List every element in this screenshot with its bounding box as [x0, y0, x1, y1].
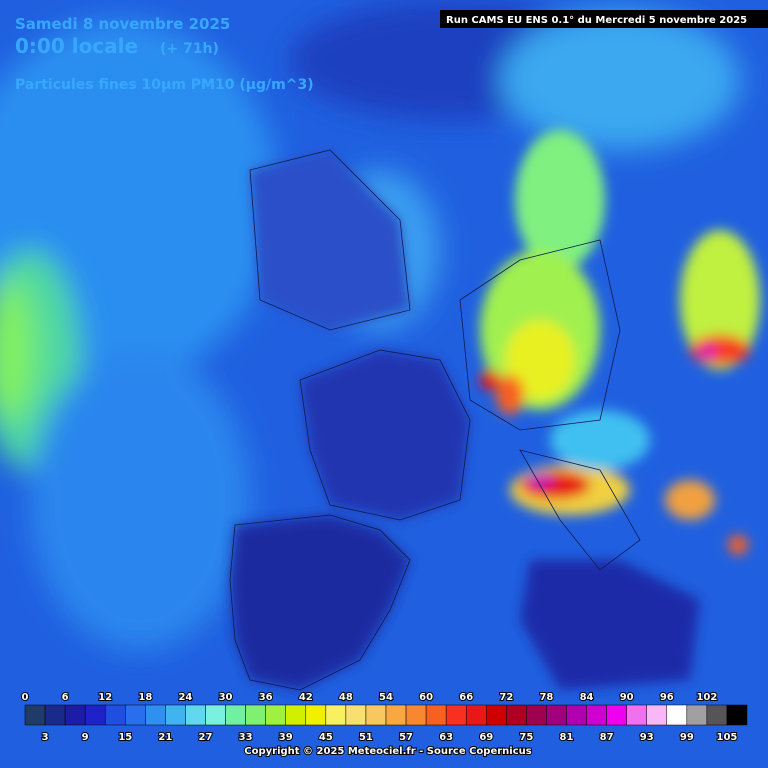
- legend-swatch: [285, 704, 307, 726]
- legend-label: 36: [259, 692, 273, 703]
- legend-label: 96: [660, 692, 674, 703]
- legend-label: 27: [199, 732, 213, 743]
- legend-label: 6: [62, 692, 69, 703]
- legend-swatch: [325, 704, 347, 726]
- borders: [229, 149, 641, 691]
- legend-swatch: [526, 704, 547, 726]
- legend-label: 105: [717, 732, 738, 743]
- legend-swatch: [686, 704, 708, 726]
- legend-label: 72: [499, 692, 513, 703]
- legend-swatch: [145, 704, 166, 726]
- legend-swatch: [606, 704, 627, 726]
- legend-label: 51: [359, 732, 373, 743]
- legend-label: 81: [560, 732, 574, 743]
- legend-swatch: [265, 704, 286, 726]
- legend-swatch: [205, 704, 226, 726]
- copyright: Copyright © 2025 Meteociel.fr - Source C…: [244, 746, 531, 757]
- legend-swatch: [726, 704, 748, 726]
- legend-label: 30: [219, 692, 233, 703]
- legend-swatch: [245, 704, 266, 726]
- legend-swatch: [365, 704, 387, 726]
- legend-swatch: [84, 704, 106, 726]
- legend-swatch: [64, 704, 86, 726]
- legend-label: 69: [479, 732, 493, 743]
- legend-swatch: [566, 704, 587, 726]
- legend-label: 78: [539, 692, 553, 703]
- legend-swatch: [24, 704, 46, 726]
- pollution-plumes: [480, 130, 760, 555]
- color-legend: 0369121518212427303336394245485154576063…: [21, 691, 748, 744]
- legend-label: 18: [138, 692, 152, 703]
- legend-label: 60: [419, 692, 433, 703]
- legend-swatch: [626, 704, 647, 726]
- time: 0:00 locale: [15, 34, 138, 58]
- date: Samedi 8 novembre 2025: [15, 15, 230, 33]
- legend-label: 93: [640, 732, 654, 743]
- legend-swatch: [305, 704, 327, 726]
- legend-label: 12: [98, 692, 112, 703]
- legend-swatch: [586, 704, 607, 726]
- legend-swatch: [465, 704, 487, 726]
- legend-label: 90: [620, 692, 634, 703]
- legend-swatch: [165, 704, 186, 726]
- parameter: Particules fines 10µm PM10 (µg/m^3): [15, 77, 314, 93]
- legend-label: 42: [299, 692, 313, 703]
- legend-label: 99: [680, 732, 694, 743]
- legend-label: 33: [239, 732, 253, 743]
- legend-label: 84: [580, 692, 594, 703]
- legend-swatch: [125, 704, 146, 726]
- legend-label: 54: [379, 692, 393, 703]
- legend-swatch: [225, 704, 246, 726]
- legend-label: 57: [399, 732, 413, 743]
- legend-label: 48: [339, 692, 353, 703]
- forecast-offset: (+ 71h): [160, 41, 219, 57]
- legend-label: 102: [696, 692, 717, 703]
- run-banner: [440, 10, 768, 28]
- legend-swatch: [706, 704, 728, 726]
- legend-label: 45: [319, 732, 333, 743]
- legend-swatch: [546, 704, 567, 726]
- land-areas: [230, 150, 700, 690]
- legend-swatch: [445, 704, 467, 726]
- legend-swatch: [646, 704, 668, 726]
- legend-swatch: [345, 704, 367, 726]
- legend-label: 63: [439, 732, 453, 743]
- legend-label: 15: [118, 732, 132, 743]
- legend-swatch: [185, 704, 206, 726]
- legend-label: 9: [82, 732, 89, 743]
- legend-swatch: [425, 704, 447, 726]
- legend-swatch: [506, 704, 527, 726]
- legend-label: 39: [279, 732, 293, 743]
- legend-swatch: [385, 704, 407, 726]
- legend-swatch: [486, 704, 507, 726]
- legend-label: 75: [519, 732, 533, 743]
- legend-label: 24: [178, 692, 192, 703]
- legend-swatch: [44, 704, 66, 726]
- legend-swatch: [405, 704, 427, 726]
- legend-label: 66: [459, 692, 473, 703]
- legend-label: 21: [158, 732, 172, 743]
- run-info: Run CAMS EU ENS 0.1° du Mercredi 5 novem…: [446, 15, 747, 26]
- legend-label: 3: [42, 732, 49, 743]
- legend-swatch: [104, 704, 126, 726]
- legend-swatch: [666, 704, 688, 726]
- legend-label: 87: [600, 732, 614, 743]
- legend-label: 0: [22, 692, 29, 703]
